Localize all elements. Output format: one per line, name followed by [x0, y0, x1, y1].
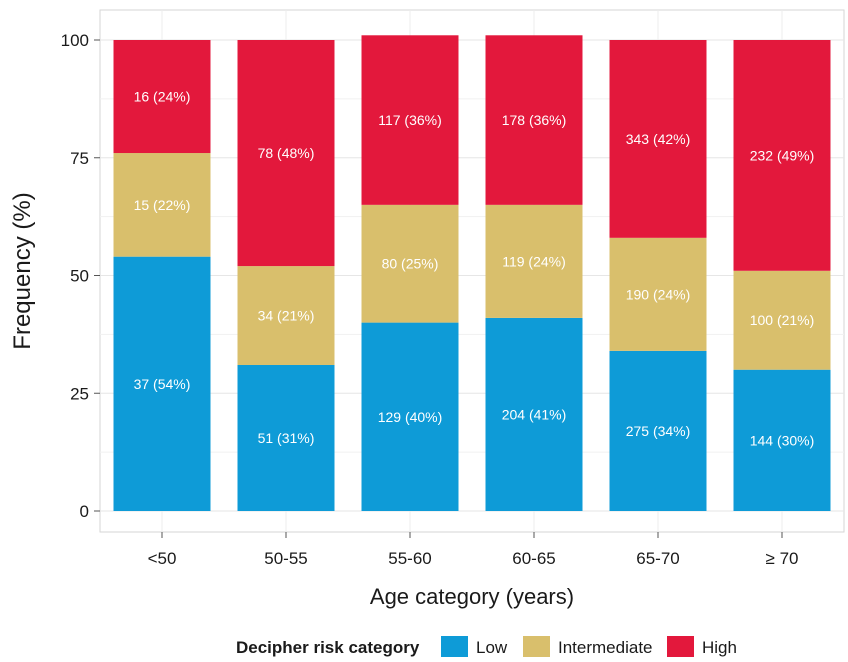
legend-swatch-high [667, 636, 694, 657]
bar-value-label: 190 (24%) [626, 286, 691, 302]
bar-value-label: 80 (25%) [382, 256, 439, 272]
bar-value-label: 275 (34%) [626, 423, 691, 439]
bar-value-label: 204 (41%) [502, 406, 567, 422]
bar-low [609, 350, 707, 511]
x-tick-label: 50-55 [264, 549, 307, 568]
bar-intermediate [609, 237, 707, 351]
bar-value-label: 100 (21%) [750, 312, 815, 328]
bar-intermediate [485, 204, 583, 318]
x-tick-label: <50 [148, 549, 177, 568]
bar-high [733, 40, 831, 271]
y-tick-label: 0 [80, 502, 89, 521]
bar-high [237, 40, 335, 267]
bar-value-label: 119 (24%) [502, 253, 566, 269]
bar-low [733, 369, 831, 511]
bar-value-label: 15 (22%) [134, 197, 191, 213]
bar-value-label: 37 (54%) [134, 376, 191, 392]
x-tick-label: 60-65 [512, 549, 555, 568]
bar-low [361, 322, 459, 511]
bar-value-label: 51 (31%) [258, 430, 315, 446]
bar-high [609, 40, 707, 238]
bar-low [113, 256, 211, 511]
bar-value-label: 232 (49%) [750, 147, 815, 163]
legend-swatch-intermediate [523, 636, 550, 657]
bar-value-label: 117 (36%) [378, 112, 442, 128]
bar-intermediate [113, 153, 211, 257]
x-axis-title: Age category (years) [370, 584, 574, 609]
plot-border [99, 9, 845, 533]
bar-high [361, 35, 459, 205]
x-tick-label: 65-70 [636, 549, 679, 568]
bar-value-label: 129 (40%) [378, 409, 443, 425]
bar-value-label: 178 (36%) [502, 112, 567, 128]
bar-high [485, 35, 583, 205]
y-tick-label: 75 [70, 149, 89, 168]
bar-intermediate [733, 270, 831, 370]
y-tick-label: 50 [70, 267, 89, 286]
y-axis-title: Frequency (%) [9, 192, 36, 349]
legend-title: Decipher risk category [236, 638, 420, 657]
x-tick-label: ≥ 70 [766, 549, 799, 568]
axes: 0 25 50 75 100 <50 50-55 55-60 60-65 65-70 ≥ 70 [61, 31, 799, 568]
legend-label-low: Low [476, 638, 508, 657]
bar-value-label: 16 (24%) [134, 89, 191, 105]
bars [113, 35, 831, 511]
bar-intermediate [237, 266, 335, 365]
bar-value-label: 78 (48%) [258, 145, 315, 161]
y-tick-label: 100 [61, 31, 89, 50]
bar-low [237, 364, 335, 511]
legend-label-intermediate: Intermediate [558, 638, 653, 657]
gridlines [99, 9, 845, 533]
bar-value-label: 343 (42%) [626, 131, 691, 147]
bar-intermediate [361, 204, 459, 323]
legend-label-high: High [702, 638, 737, 657]
legend: Decipher risk category Low Intermediate Hi… [236, 636, 737, 657]
bar-value-label: 144 (30%) [750, 432, 815, 448]
bar-low [485, 317, 583, 511]
x-tick-label: 55-60 [388, 549, 431, 568]
bar-high [113, 40, 211, 154]
legend-swatch-low [441, 636, 468, 657]
y-tick-label: 25 [70, 384, 89, 403]
data-labels: 37 (54%) 15 (22%) 16 (24%) 51 (31%) 34 (21%)… [134, 89, 815, 449]
bar-value-label: 34 (21%) [258, 308, 315, 324]
